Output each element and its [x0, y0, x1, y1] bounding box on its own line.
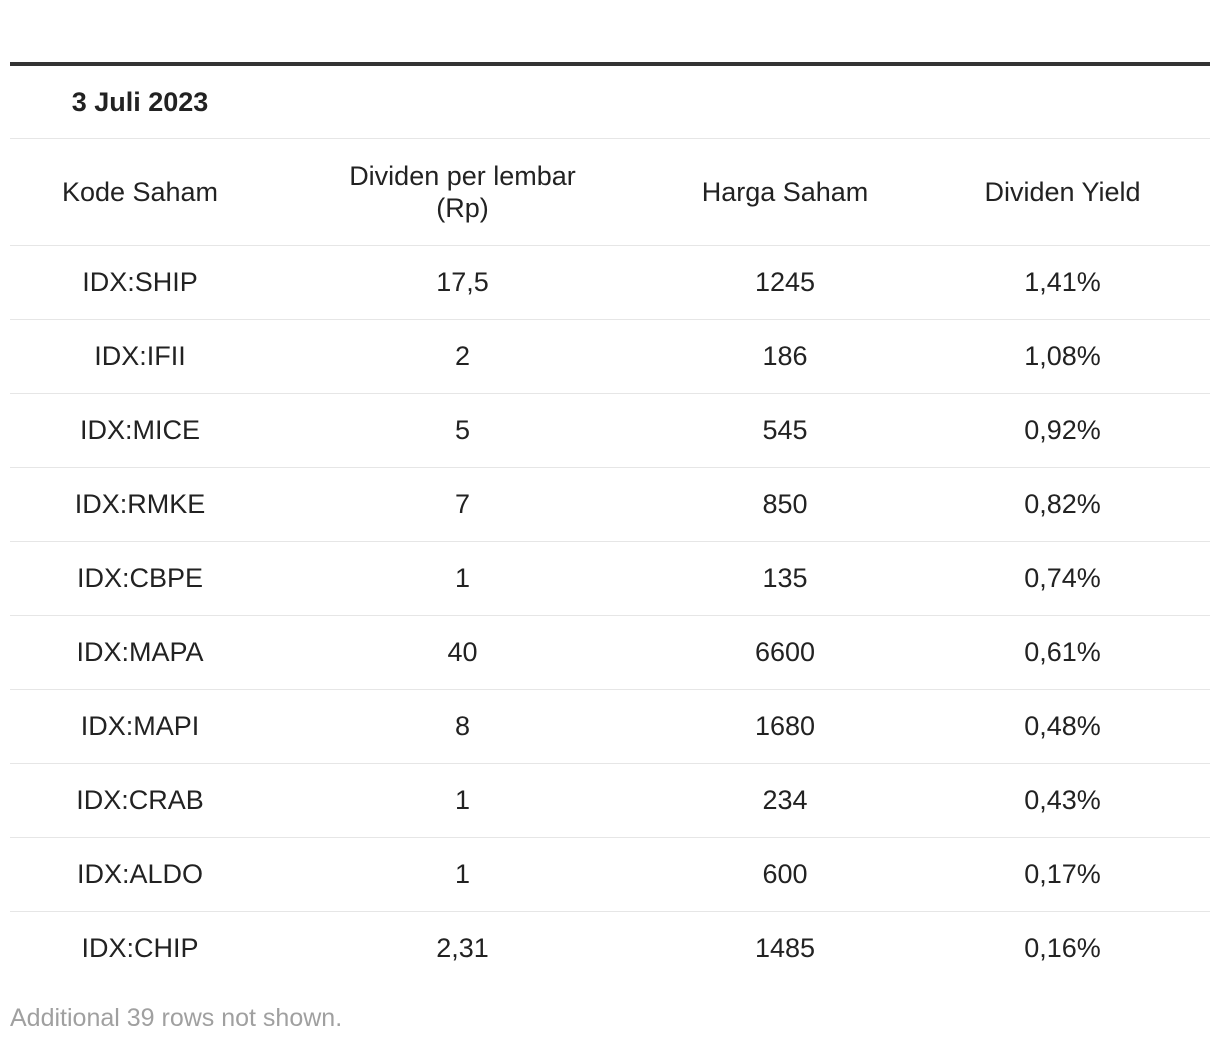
cell-harga: 234	[762, 785, 808, 815]
cell-yield: 0,43%	[1024, 785, 1101, 815]
dividend-table: 3 Juli 2023 Kode Saham Dividen per lemba…	[10, 62, 1210, 985]
cell-kode-saham: IDX:CHIP	[81, 933, 199, 963]
cell-kode-saham: IDX:ALDO	[76, 859, 204, 889]
header-dividen-per-lembar: Dividen per lembar (Rp)	[270, 160, 655, 224]
cell-dividen: 1	[454, 785, 471, 815]
cell-yield: 1,41%	[1024, 267, 1101, 297]
cell-harga: 1680	[754, 711, 816, 741]
cell-dividen: 40	[447, 637, 478, 667]
table-date: 3 Juli 2023	[71, 86, 209, 117]
table-top-rule	[10, 62, 1210, 66]
cell-dividen: 5	[454, 415, 471, 445]
cell-yield: 0,17%	[1024, 859, 1101, 889]
table-row: IDX:IFII 2 186 1,08%	[10, 320, 1210, 394]
cell-dividen: 1	[454, 859, 471, 889]
cell-dividen: 2	[454, 341, 471, 371]
cell-dividen: 1	[454, 563, 471, 593]
cell-kode-saham: IDX:MAPI	[80, 711, 200, 741]
cell-harga: 600	[762, 859, 808, 889]
cell-harga: 545	[762, 415, 808, 445]
header-dividen-line2: (Rp)	[436, 193, 489, 223]
cell-yield: 0,82%	[1024, 489, 1101, 519]
date-row: 3 Juli 2023	[10, 66, 1210, 139]
cell-yield: 0,61%	[1024, 637, 1101, 667]
header-kode-saham: Kode Saham	[61, 177, 219, 207]
cell-kode-saham: IDX:CRAB	[76, 785, 204, 815]
cell-dividen: 8	[454, 711, 471, 741]
table-header-row: Kode Saham Dividen per lembar (Rp) Harga…	[10, 139, 1210, 246]
cell-harga: 135	[762, 563, 808, 593]
table-row: IDX:SHIP 17,5 1245 1,41%	[10, 246, 1210, 320]
table-row: IDX:CRAB 1 234 0,43%	[10, 764, 1210, 838]
cell-kode-saham: IDX:RMKE	[74, 489, 206, 519]
cell-yield: 1,08%	[1024, 341, 1101, 371]
cell-yield: 0,48%	[1024, 711, 1101, 741]
table-row: IDX:RMKE 7 850 0,82%	[10, 468, 1210, 542]
cell-harga: 1485	[754, 933, 816, 963]
cell-dividen: 17,5	[436, 267, 489, 297]
header-dividen-line1: Dividen per lembar	[349, 161, 576, 191]
table-row: IDX:CHIP 2,31 1485 0,16%	[10, 912, 1210, 985]
cell-kode-saham: IDX:CBPE	[76, 563, 204, 593]
cell-yield: 0,92%	[1024, 415, 1101, 445]
header-harga-saham: Harga Saham	[701, 177, 869, 207]
table-row: IDX:MAPI 8 1680 0,48%	[10, 690, 1210, 764]
cell-kode-saham: IDX:MICE	[79, 415, 200, 445]
cell-kode-saham: IDX:IFII	[94, 341, 186, 371]
cell-kode-saham: IDX:MAPA	[76, 637, 204, 667]
cell-kode-saham: IDX:SHIP	[82, 267, 198, 297]
cell-dividen: 7	[454, 489, 471, 519]
cell-harga: 6600	[754, 637, 816, 667]
rows-not-shown-note: Additional 39 rows not shown.	[10, 1004, 343, 1032]
cell-harga: 850	[762, 489, 808, 519]
header-dividen-yield: Dividen Yield	[984, 177, 1141, 207]
cell-yield: 0,16%	[1024, 933, 1101, 963]
cell-yield: 0,74%	[1024, 563, 1101, 593]
table-row: IDX:MICE 5 545 0,92%	[10, 394, 1210, 468]
cell-harga: 1245	[754, 267, 816, 297]
table-row: IDX:MAPA 40 6600 0,61%	[10, 616, 1210, 690]
cell-harga: 186	[762, 341, 808, 371]
table-row: IDX:ALDO 1 600 0,17%	[10, 838, 1210, 912]
table-row: IDX:CBPE 1 135 0,74%	[10, 542, 1210, 616]
cell-dividen: 2,31	[436, 933, 489, 963]
